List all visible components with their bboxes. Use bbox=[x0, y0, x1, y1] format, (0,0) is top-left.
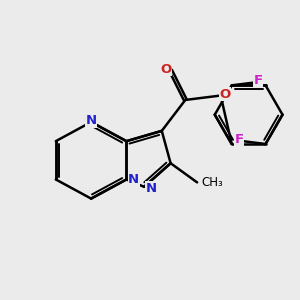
Text: N: N bbox=[85, 114, 97, 127]
Text: N: N bbox=[146, 182, 157, 195]
Text: F: F bbox=[254, 74, 263, 87]
Text: N: N bbox=[128, 173, 140, 186]
Text: O: O bbox=[160, 62, 172, 76]
Text: F: F bbox=[235, 133, 244, 146]
Text: O: O bbox=[220, 88, 231, 100]
Text: CH₃: CH₃ bbox=[202, 176, 223, 189]
